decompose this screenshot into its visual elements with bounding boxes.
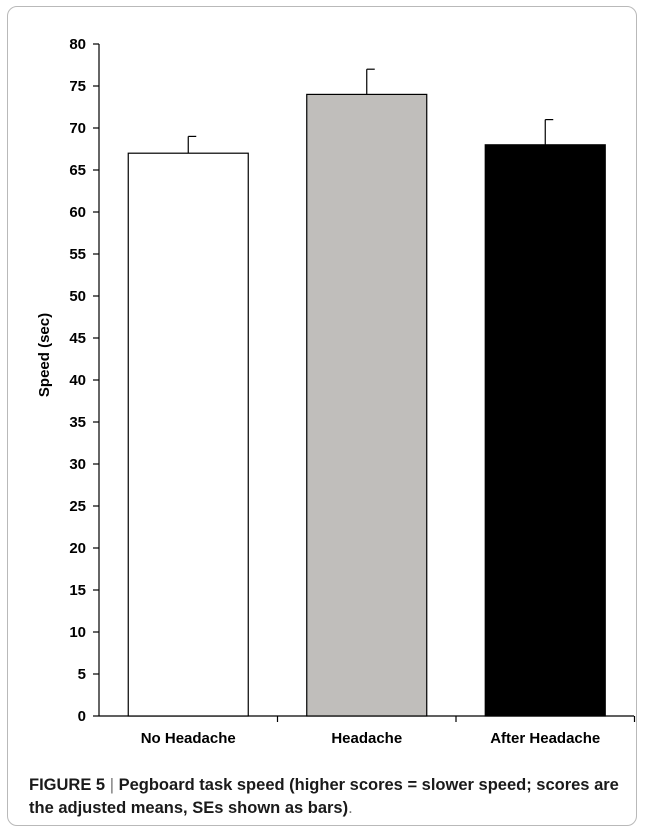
y-tick-label: 20 xyxy=(69,540,86,557)
y-tick-label: 45 xyxy=(69,330,86,347)
y-tick-label: 60 xyxy=(69,204,86,221)
y-axis-label: Speed (sec) xyxy=(36,313,53,397)
y-tick-label: 55 xyxy=(69,246,86,263)
y-tick-label: 70 xyxy=(69,120,86,137)
bar xyxy=(484,144,606,717)
y-tick-label: 5 xyxy=(78,666,86,683)
x-tick-label: After Headache xyxy=(490,730,600,747)
y-tick-label: 30 xyxy=(69,456,86,473)
figure-caption: FIGURE 5 | Pegboard task speed (higher s… xyxy=(29,774,619,820)
bar xyxy=(306,93,428,717)
caption-end: . xyxy=(348,799,353,817)
y-tick-label: 0 xyxy=(78,708,86,725)
x-axis: No Headache Headache After Headache xyxy=(99,715,636,747)
x-tick-label: No Headache xyxy=(141,730,236,747)
caption-separator: | xyxy=(109,776,114,794)
bar-chart: 0 5 10 15 20 25 30 35 40 45 50 55 60 65 70 75 80 No Head… xyxy=(36,36,636,747)
caption-label: FIGURE 5 xyxy=(29,776,106,794)
y-tick-label: 50 xyxy=(69,288,86,305)
caption-text: Pegboard task speed (higher scores = slo… xyxy=(29,776,619,817)
bar xyxy=(127,152,249,717)
y-tick-label: 35 xyxy=(69,414,86,431)
y-tick-label: 65 xyxy=(69,162,86,179)
y-tick-label: 15 xyxy=(69,582,86,599)
y-tick-label: 40 xyxy=(69,372,86,389)
y-tick-label: 75 xyxy=(69,78,86,95)
y-tick-label: 80 xyxy=(69,36,86,53)
bars xyxy=(127,68,606,717)
y-tick-label: 25 xyxy=(69,498,86,515)
x-tick-label: Headache xyxy=(331,730,402,747)
y-tick-label: 10 xyxy=(69,624,86,641)
y-axis: 0 5 10 15 20 25 30 35 40 45 50 55 60 65 70 75 80 xyxy=(69,36,100,725)
